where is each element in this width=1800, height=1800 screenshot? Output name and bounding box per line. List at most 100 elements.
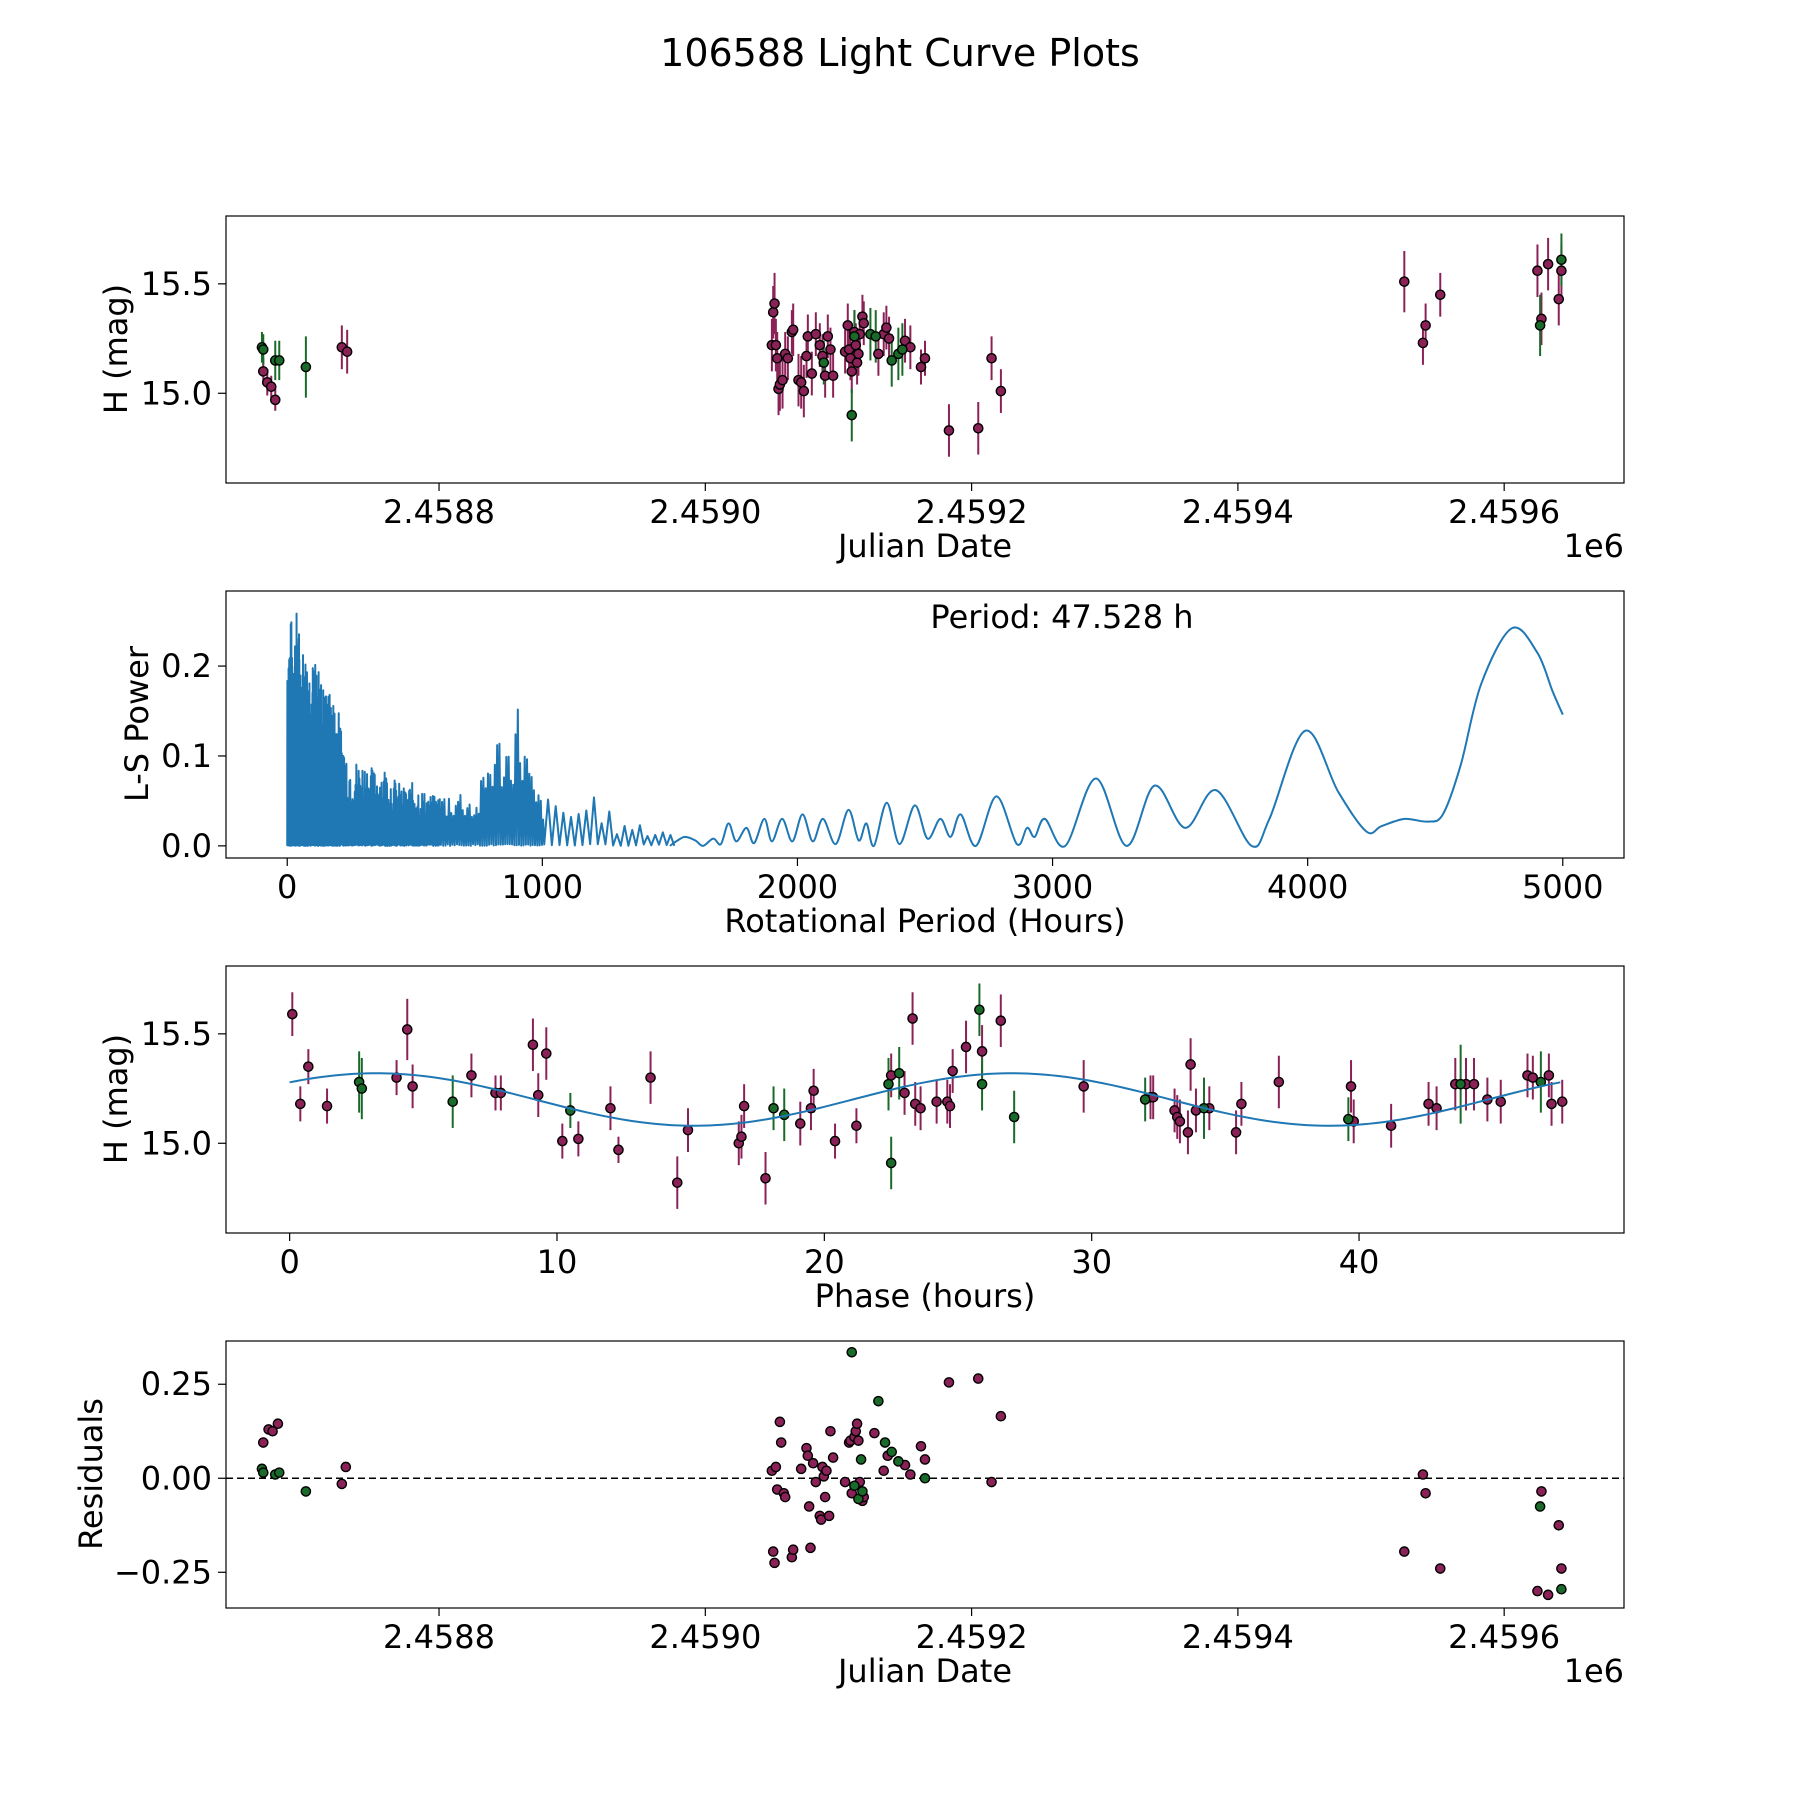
data-point-r [265, 381, 277, 393]
data-point-g [849, 331, 860, 342]
data-point-r [851, 1120, 862, 1132]
data-point-r [801, 350, 812, 362]
y-tick-label: 15.5 [141, 1015, 212, 1053]
data-point-g [849, 1480, 860, 1492]
y-tick-label: 15.0 [141, 1124, 212, 1162]
data-point-r [842, 320, 854, 331]
data-point-r [1174, 1116, 1186, 1127]
data-point-r [853, 1435, 864, 1446]
data-point-g [886, 355, 898, 366]
data-point-r [995, 1410, 1007, 1422]
x-tick-label: 40 [1339, 1243, 1380, 1281]
lightcurve-marks [256, 233, 1567, 457]
data-point-r [1542, 258, 1554, 270]
data-point-r [269, 394, 281, 406]
data-point-r [769, 298, 780, 309]
data-point-r [851, 357, 863, 368]
x-tick-label: 1000 [502, 868, 583, 906]
x-tick-label: 10 [537, 1243, 578, 1281]
data-point-g [818, 357, 830, 368]
data-point-g [870, 331, 882, 342]
lightcurve-ylabel: H (mag) [97, 284, 135, 414]
data-point-r [873, 348, 884, 360]
phase-ylabel: H (mag) [97, 1034, 135, 1164]
data-point-r [540, 1048, 552, 1059]
data-point-r [823, 1510, 835, 1522]
y-tick-label: 0.25 [141, 1365, 212, 1403]
figure-title: 106588 Light Curve Plots [660, 31, 1140, 75]
data-point-g [356, 1083, 368, 1094]
data-point-r [851, 1418, 863, 1430]
data-point-g [257, 1467, 269, 1478]
data-point-r [883, 333, 895, 344]
y-tick-label: 15.5 [141, 265, 212, 303]
x-tick-label: 30 [1071, 1243, 1112, 1281]
periodogram-ylabel: L-S Power [118, 645, 156, 802]
data-point-g [1008, 1111, 1020, 1123]
data-point-r [401, 1024, 413, 1035]
data-point-r [341, 346, 353, 357]
data-point-r [682, 1124, 694, 1136]
data-point-r [986, 352, 997, 364]
data-point-r [1556, 265, 1567, 277]
data-point-r [995, 385, 1007, 397]
period-annotation: Period: 47.528 h [930, 598, 1193, 636]
x-tick-label: 2.4588 [383, 493, 495, 531]
y-tick-label: 0.2 [161, 647, 212, 685]
data-point-r [972, 422, 984, 434]
data-point-r [295, 1098, 306, 1110]
data-point-r [803, 1501, 815, 1512]
data-point-g [873, 1395, 884, 1407]
data-point-r [272, 1418, 284, 1430]
data-point-r [899, 1087, 910, 1099]
y-tick-label: 0.0 [161, 827, 212, 865]
data-point-r [770, 339, 782, 351]
x-tick-label: 2.4592 [916, 1618, 1028, 1656]
data-point-r [1417, 1469, 1429, 1480]
data-point-g [879, 1437, 891, 1448]
data-point-r [767, 306, 779, 318]
data-point-r [303, 1061, 314, 1072]
data-point-r [532, 1089, 544, 1101]
data-point-r [1420, 1488, 1431, 1499]
phase-ticks: 0 10 20 30 40 15.0 15.5 [141, 1015, 1380, 1281]
data-point-g [893, 1067, 905, 1079]
data-point-r [976, 1046, 988, 1057]
data-point-r [771, 352, 783, 364]
data-point-r [905, 1469, 916, 1480]
data-point-r [1273, 1076, 1285, 1088]
phase-marks [287, 983, 1568, 1209]
data-point-r [1399, 1546, 1410, 1557]
data-point-r [1399, 276, 1410, 287]
data-point-r [1536, 1486, 1547, 1497]
residuals-offset-label: 1e6 [1564, 1652, 1624, 1690]
data-point-r [806, 368, 818, 379]
data-point-r [1532, 1585, 1543, 1597]
data-point-r [907, 1013, 918, 1024]
data-point-r [931, 1096, 942, 1107]
y-tick-label: 15.0 [141, 374, 212, 412]
data-point-g [300, 361, 312, 373]
data-point-r [795, 377, 807, 388]
x-tick-label: 2.4590 [649, 493, 761, 531]
data-point-r [1236, 1098, 1247, 1110]
data-point-r [794, 1118, 806, 1129]
data-point-r [853, 348, 864, 360]
data-point-r [810, 1476, 822, 1488]
data-point-r [810, 328, 822, 340]
data-point-r [1495, 1096, 1507, 1107]
data-point-r [822, 331, 834, 342]
data-point-r [1434, 1563, 1446, 1574]
data-point-r [787, 1544, 799, 1556]
data-point-r [340, 1461, 352, 1473]
data-point-g [1343, 1113, 1354, 1125]
data-point-r [1553, 293, 1565, 305]
data-point-g [1556, 254, 1567, 266]
data-point-g [893, 1456, 904, 1467]
data-point-r [1345, 1081, 1357, 1092]
periodogram-ticks: 0 1000 2000 3000 4000 5000 0.0 0.1 0.2 [161, 647, 1603, 906]
data-point-g [976, 1078, 988, 1090]
lightcurve-panel: 2.4588 2.4590 2.4592 2.4594 2.4596 15.0 15.5 J… [97, 215, 1625, 565]
